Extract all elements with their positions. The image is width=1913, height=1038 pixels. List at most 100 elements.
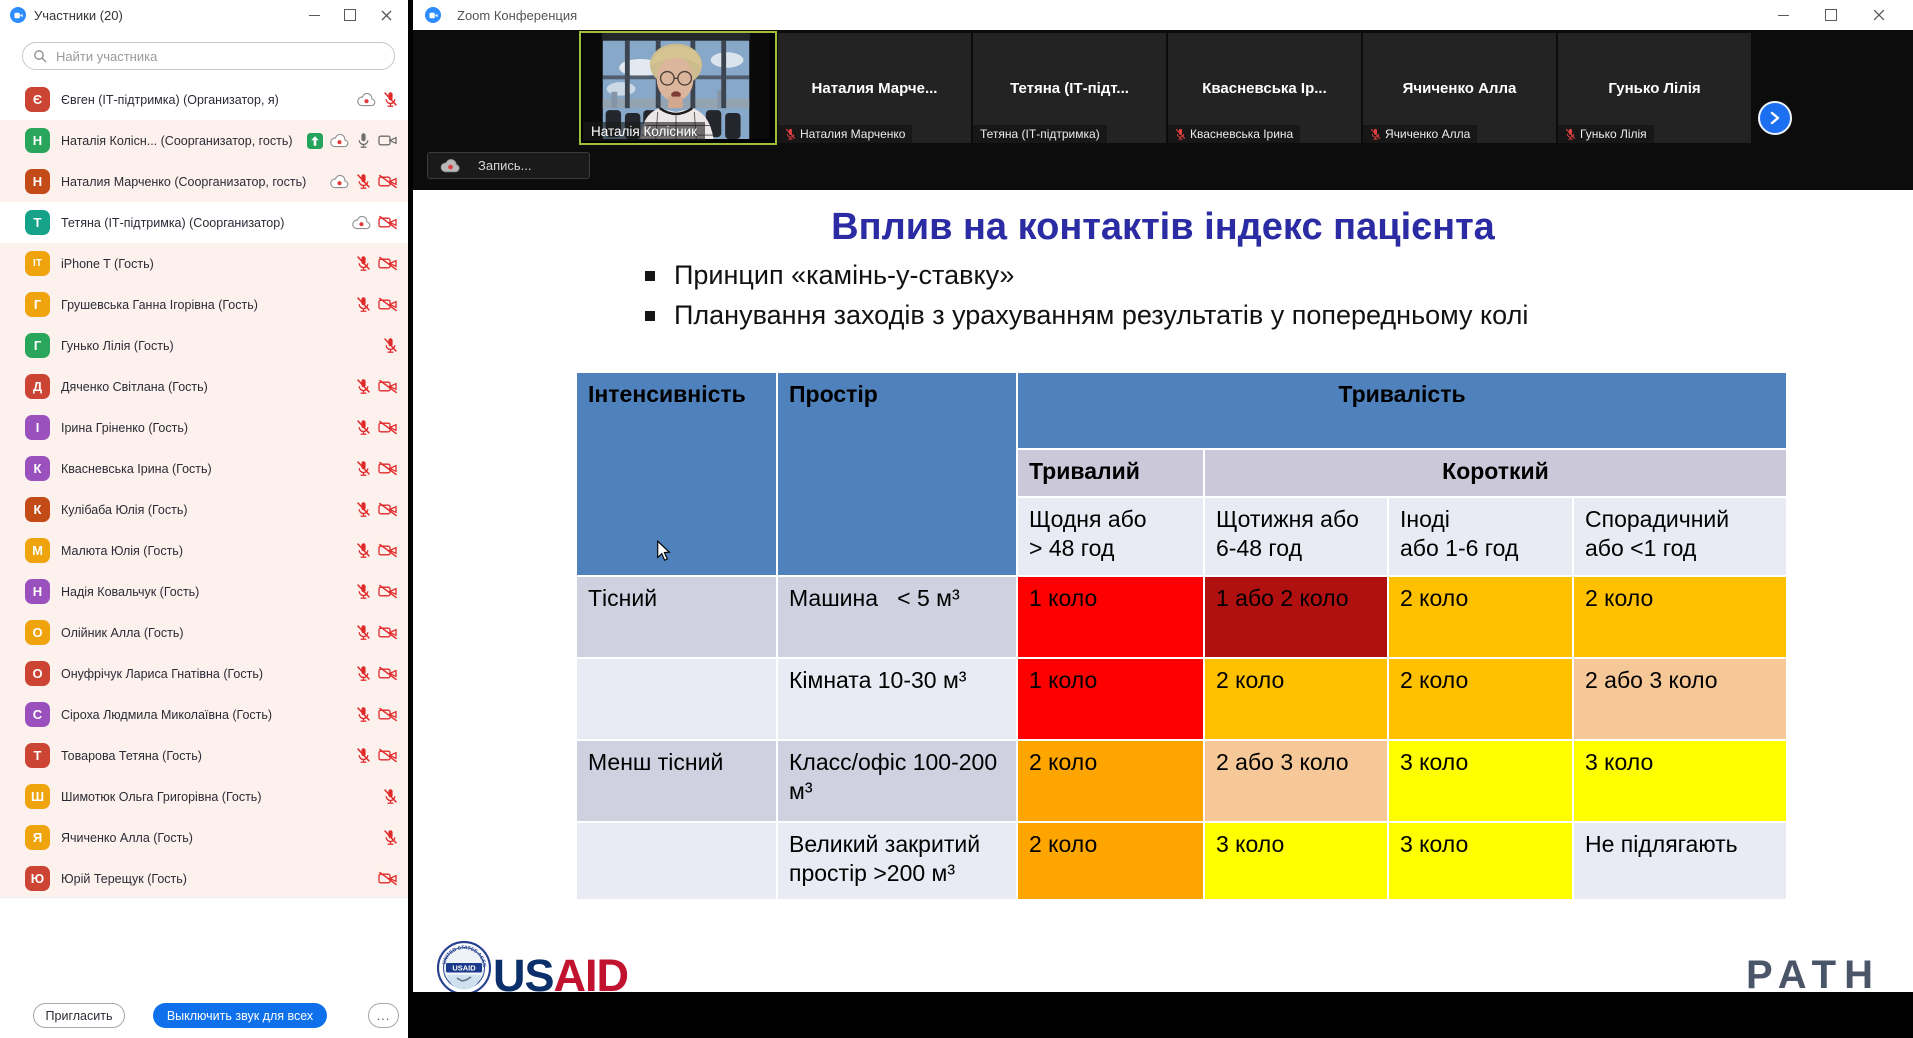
avatar: О <box>25 661 50 686</box>
participant-row[interactable]: Н Наталія Колісн... (Соорганизатор, гость… <box>0 120 408 161</box>
participant-name: Ячиченко Алла (Гость) <box>61 830 193 845</box>
muted-mic-icon <box>356 255 371 272</box>
active-speaker-tile[interactable]: Наталія Колісник <box>579 31 777 145</box>
muted-mic-icon <box>785 128 796 140</box>
usaid-logo: UNITED STATES AGENCY USAID USAID <box>437 941 629 992</box>
minimize-button[interactable] <box>1759 0 1807 30</box>
result-cell: 3 коло <box>1389 823 1572 899</box>
participants-list: Є Євген (ІТ-підтримка) (Организатор, я) Н Н… <box>0 79 408 899</box>
muted-camera-icon <box>378 297 398 312</box>
space-cell: Великий закритий простір >200 м³ <box>778 823 1016 899</box>
invite-button[interactable]: Пригласить <box>33 1003 125 1028</box>
avatar: Д <box>25 374 50 399</box>
column-header-space: Простір <box>778 373 1016 575</box>
maximize-button[interactable] <box>1807 0 1855 30</box>
participant-status-icons <box>356 665 398 682</box>
bullet-marker <box>645 270 655 281</box>
avatar: Ш <box>25 784 50 809</box>
participant-name: Кулібаба Юлія (Гость) <box>61 502 188 517</box>
muted-mic-icon <box>1565 128 1576 140</box>
result-cell: 3 коло <box>1389 741 1572 821</box>
mute-all-button[interactable]: Выключить звук для всех <box>153 1003 327 1028</box>
video-tile[interactable]: Гунько Лілія Гунько Лілія <box>1558 33 1751 143</box>
result-cell: 2 або 3 коло <box>1205 741 1387 821</box>
participant-row[interactable]: О Олійник Алла (Гость) <box>0 612 408 653</box>
mouse-cursor <box>656 539 671 567</box>
cloud-recording-icon <box>330 133 349 148</box>
participant-row[interactable]: Г Грушевська Ганна Ігорівна (Гость) <box>0 284 408 325</box>
participant-status-icons <box>330 173 398 190</box>
participant-status-icons <box>356 583 398 600</box>
bullet-marker <box>645 310 655 321</box>
maximize-button[interactable] <box>332 0 368 30</box>
participant-name: Юрій Терещук (Гость) <box>61 871 187 886</box>
muted-camera-icon <box>378 707 398 722</box>
tile-name-label: Наталия Марченко <box>778 125 913 143</box>
muted-mic-icon <box>356 419 371 436</box>
muted-camera-icon <box>378 502 398 517</box>
column-header-duration: Тривалість <box>1018 373 1786 448</box>
period-header: Іноді або 1-6 год <box>1389 498 1572 575</box>
zoom-logo-icon <box>425 7 441 23</box>
intensity-cell <box>577 659 776 739</box>
video-tile[interactable]: Квасневська Ір... Квасневська Ірина <box>1168 33 1361 143</box>
result-cell: 1 коло <box>1018 577 1203 657</box>
participant-row[interactable]: Г Гунько Лілія (Гость) <box>0 325 408 366</box>
participant-row[interactable]: Т Тетяна (ІТ-підтримка) (Соорганизатор) <box>0 202 408 243</box>
muted-camera-icon <box>378 748 398 763</box>
participant-row[interactable]: IT iPhone T (Гость) <box>0 243 408 284</box>
search-input[interactable] <box>54 47 384 65</box>
participant-row[interactable]: О Онуфрічук Лариса Гнатівна (Гость) <box>0 653 408 694</box>
participant-status-icons <box>307 132 398 149</box>
participant-row[interactable]: Я Ячиченко Алла (Гость) <box>0 817 408 858</box>
participant-status-icons <box>357 91 398 108</box>
participant-status-icons <box>356 255 398 272</box>
more-options-button[interactable]: ... <box>368 1003 399 1028</box>
participants-panel-title: Участники (20) <box>34 7 123 23</box>
tile-display-name: Квасневська Ір... <box>1202 79 1327 97</box>
video-tile[interactable]: Ячиченко Алла Ячиченко Алла <box>1363 33 1556 143</box>
participant-row[interactable]: К Кулібаба Юлія (Гость) <box>0 489 408 530</box>
participant-row[interactable]: Н Наталия Марченко (Соорганизатор, гость) <box>0 161 408 202</box>
muted-mic-icon <box>383 788 398 805</box>
next-page-arrow-button[interactable] <box>1758 101 1792 135</box>
participant-row[interactable]: Ш Шимотюк Ольга Григорівна (Гость) <box>0 776 408 817</box>
close-button[interactable] <box>1855 0 1903 30</box>
camera-icon <box>378 133 398 148</box>
minimize-button[interactable] <box>296 0 332 30</box>
cloud-recording-icon <box>440 158 461 174</box>
participant-row[interactable]: С Сіроха Людмила Миколаївна (Гость) <box>0 694 408 735</box>
muted-camera-icon <box>378 215 398 230</box>
video-tile[interactable]: Наталия Марче... Наталия Марченко <box>778 33 971 143</box>
participant-row[interactable]: Ю Юрій Терещук (Гость) <box>0 858 408 899</box>
avatar: Н <box>25 169 50 194</box>
result-cell: 1 або 2 коло <box>1205 577 1387 657</box>
participant-name: Грушевська Ганна Ігорівна (Гость) <box>61 297 258 312</box>
screen-share-icon <box>307 132 323 149</box>
participant-row[interactable]: М Малюта Юлія (Гость) <box>0 530 408 571</box>
column-header-intensity: Інтенсивність <box>577 373 776 575</box>
participant-row[interactable]: І Ірина Гріненко (Гость) <box>0 407 408 448</box>
subheader-long: Тривалий <box>1018 450 1203 496</box>
participant-row[interactable]: Д Дяченко Світлана (Гость) <box>0 366 408 407</box>
muted-camera-icon <box>378 543 398 558</box>
tile-name-label: Гунько Лілія <box>1558 125 1654 143</box>
participant-name: Євген (ІТ-підтримка) (Организатор, я) <box>61 92 279 107</box>
participant-row[interactable]: К Квасневська Ірина (Гость) <box>0 448 408 489</box>
participant-name: Сіроха Людмила Миколаївна (Гость) <box>61 707 273 722</box>
participant-status-icons <box>356 419 398 436</box>
avatar: Н <box>25 579 50 604</box>
result-cell: 2 або 3 коло <box>1574 659 1786 739</box>
result-cell: 2 коло <box>1205 659 1387 739</box>
video-tile[interactable]: Тетяна (ІТ-підт... Тетяна (ІТ-підтримка) <box>973 33 1166 143</box>
muted-camera-icon <box>378 420 398 435</box>
muted-mic-icon <box>1370 128 1381 140</box>
intensity-cell <box>577 823 776 899</box>
result-cell: 2 коло <box>1389 659 1572 739</box>
participant-row[interactable]: Т Товарова Тетяна (Гость) <box>0 735 408 776</box>
participant-name: Шимотюк Ольга Григорівна (Гость) <box>61 789 262 804</box>
participant-row[interactable]: Н Надія Ковальчук (Гость) <box>0 571 408 612</box>
close-button[interactable] <box>368 0 404 30</box>
participant-row[interactable]: Є Євген (ІТ-підтримка) (Организатор, я) <box>0 79 408 120</box>
